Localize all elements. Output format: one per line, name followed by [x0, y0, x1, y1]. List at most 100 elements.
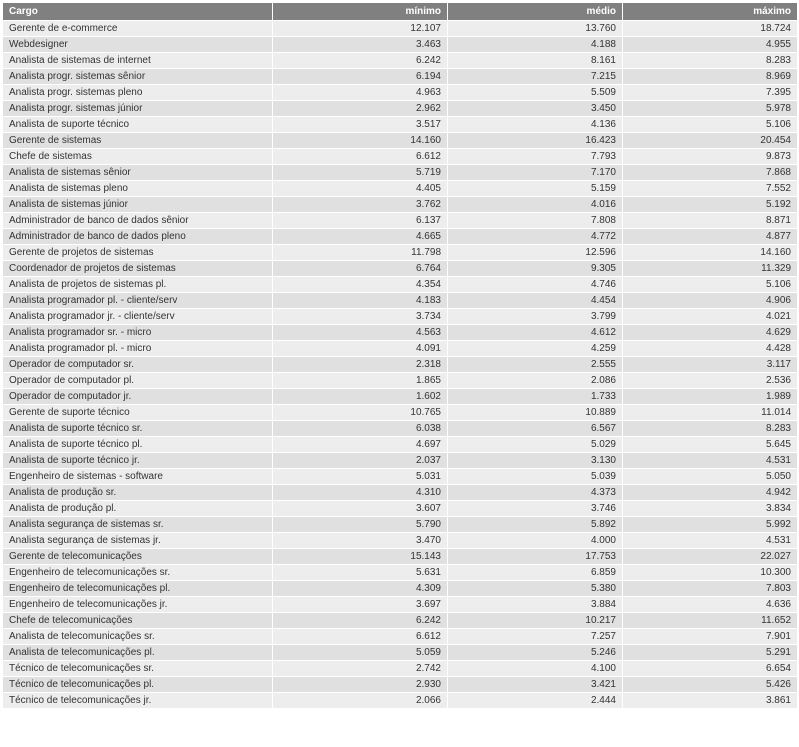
cell-cargo: Webdesigner	[3, 37, 273, 53]
cell-minimo: 6.038	[273, 421, 448, 437]
cell-minimo: 6.612	[273, 629, 448, 645]
cell-cargo: Operador de computador jr.	[3, 389, 273, 405]
cell-cargo: Gerente de e-commerce	[3, 21, 273, 37]
cell-maximo: 4.877	[623, 229, 798, 245]
cell-minimo: 6.242	[273, 53, 448, 69]
cell-minimo: 3.697	[273, 597, 448, 613]
table-row: Analista de telecomunicações pl.5.0595.2…	[3, 645, 798, 661]
table-row: Operador de computador sr.2.3182.5553.11…	[3, 357, 798, 373]
cell-cargo: Analista programador pl. - cliente/serv	[3, 293, 273, 309]
cell-maximo: 5.050	[623, 469, 798, 485]
cell-minimo: 5.031	[273, 469, 448, 485]
cell-medio: 8.161	[448, 53, 623, 69]
cell-maximo: 4.428	[623, 341, 798, 357]
cell-maximo: 5.426	[623, 677, 798, 693]
cell-medio: 4.612	[448, 325, 623, 341]
cell-minimo: 4.665	[273, 229, 448, 245]
cell-minimo: 2.962	[273, 101, 448, 117]
cell-cargo: Analista programador sr. - micro	[3, 325, 273, 341]
cell-cargo: Gerente de suporte técnico	[3, 405, 273, 421]
cell-maximo: 10.300	[623, 565, 798, 581]
cell-cargo: Analista de projetos de sistemas pl.	[3, 277, 273, 293]
table-row: Técnico de telecomunicações pl.2.9303.42…	[3, 677, 798, 693]
table-row: Analista de suporte técnico sr.6.0386.56…	[3, 421, 798, 437]
cell-minimo: 14.160	[273, 133, 448, 149]
table-row: Analista progr. sistemas sênior6.1947.21…	[3, 69, 798, 85]
cell-medio: 16.423	[448, 133, 623, 149]
table-row: Analista de sistemas de internet6.2428.1…	[3, 53, 798, 69]
cell-cargo: Operador de computador sr.	[3, 357, 273, 373]
table-row: Analista segurança de sistemas sr.5.7905…	[3, 517, 798, 533]
col-header-maximo: máximo	[623, 3, 798, 21]
cell-cargo: Engenheiro de telecomunicações pl.	[3, 581, 273, 597]
cell-cargo: Analista progr. sistemas júnior	[3, 101, 273, 117]
cell-medio: 7.257	[448, 629, 623, 645]
table-row: Analista segurança de sistemas jr.3.4704…	[3, 533, 798, 549]
cell-minimo: 4.354	[273, 277, 448, 293]
table-row: Analista de projetos de sistemas pl.4.35…	[3, 277, 798, 293]
col-header-cargo: Cargo	[3, 3, 273, 21]
table-row: Analista de sistemas júnior3.7624.0165.1…	[3, 197, 798, 213]
cell-maximo: 22.027	[623, 549, 798, 565]
cell-cargo: Analista programador pl. - micro	[3, 341, 273, 357]
table-row: Gerente de sistemas14.16016.42320.454	[3, 133, 798, 149]
col-header-medio: médio	[448, 3, 623, 21]
cell-cargo: Gerente de telecomunicações	[3, 549, 273, 565]
table-row: Analista programador pl. - cliente/serv4…	[3, 293, 798, 309]
cell-medio: 7.808	[448, 213, 623, 229]
cell-medio: 4.746	[448, 277, 623, 293]
cell-minimo: 3.517	[273, 117, 448, 133]
cell-cargo: Analista programador jr. - cliente/serv	[3, 309, 273, 325]
cell-maximo: 7.868	[623, 165, 798, 181]
cell-medio: 7.793	[448, 149, 623, 165]
cell-minimo: 2.318	[273, 357, 448, 373]
cell-medio: 5.159	[448, 181, 623, 197]
cell-cargo: Analista de produção sr.	[3, 485, 273, 501]
cell-cargo: Engenheiro de sistemas - software	[3, 469, 273, 485]
cell-maximo: 20.454	[623, 133, 798, 149]
cell-cargo: Analista de telecomunicações sr.	[3, 629, 273, 645]
cell-maximo: 5.992	[623, 517, 798, 533]
cell-maximo: 5.291	[623, 645, 798, 661]
cell-cargo: Analista de suporte técnico jr.	[3, 453, 273, 469]
cell-minimo: 6.242	[273, 613, 448, 629]
cell-minimo: 2.066	[273, 693, 448, 709]
cell-maximo: 1.989	[623, 389, 798, 405]
cell-cargo: Analista de telecomunicações pl.	[3, 645, 273, 661]
cell-maximo: 14.160	[623, 245, 798, 261]
cell-medio: 17.753	[448, 549, 623, 565]
cell-medio: 6.567	[448, 421, 623, 437]
cell-minimo: 2.742	[273, 661, 448, 677]
cell-cargo: Analista progr. sistemas pleno	[3, 85, 273, 101]
cell-medio: 9.305	[448, 261, 623, 277]
cell-minimo: 1.865	[273, 373, 448, 389]
col-header-minimo: mínimo	[273, 3, 448, 21]
cell-medio: 7.170	[448, 165, 623, 181]
table-row: Gerente de e-commerce12.10713.76018.724	[3, 21, 798, 37]
cell-maximo: 4.531	[623, 453, 798, 469]
cell-minimo: 5.719	[273, 165, 448, 181]
table-row: Analista programador jr. - cliente/serv3…	[3, 309, 798, 325]
cell-minimo: 6.764	[273, 261, 448, 277]
table-row: Webdesigner3.4634.1884.955	[3, 37, 798, 53]
cell-cargo: Analista de suporte técnico	[3, 117, 273, 133]
table-row: Analista programador pl. - micro4.0914.2…	[3, 341, 798, 357]
cell-medio: 5.029	[448, 437, 623, 453]
cell-minimo: 2.037	[273, 453, 448, 469]
cell-maximo: 4.955	[623, 37, 798, 53]
cell-maximo: 7.803	[623, 581, 798, 597]
table-row: Analista de suporte técnico pl.4.6975.02…	[3, 437, 798, 453]
cell-cargo: Analista de sistemas pleno	[3, 181, 273, 197]
cell-maximo: 4.531	[623, 533, 798, 549]
cell-minimo: 4.091	[273, 341, 448, 357]
cell-cargo: Chefe de telecomunicações	[3, 613, 273, 629]
cell-cargo: Gerente de projetos de sistemas	[3, 245, 273, 261]
cell-maximo: 8.283	[623, 53, 798, 69]
cell-minimo: 5.790	[273, 517, 448, 533]
salary-table: Cargo mínimo médio máximo Gerente de e-c…	[2, 2, 798, 709]
cell-minimo: 4.309	[273, 581, 448, 597]
cell-cargo: Analista progr. sistemas sênior	[3, 69, 273, 85]
cell-maximo: 7.552	[623, 181, 798, 197]
table-row: Gerente de telecomunicações15.14317.7532…	[3, 549, 798, 565]
table-body: Gerente de e-commerce12.10713.76018.724W…	[3, 21, 798, 709]
